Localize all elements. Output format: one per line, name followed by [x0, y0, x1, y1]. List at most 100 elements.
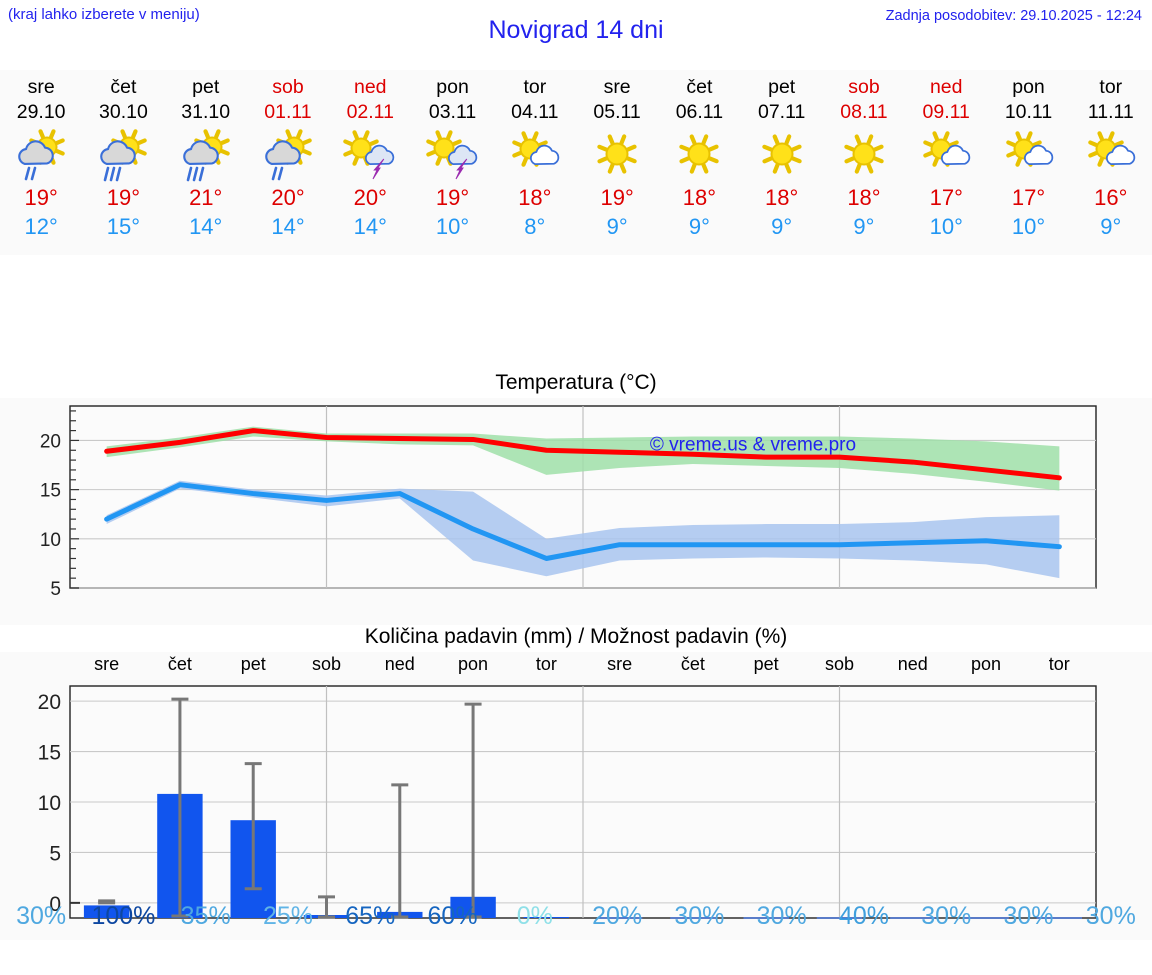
max-temperature: 20°: [353, 185, 387, 210]
precip-day-label: sre: [94, 654, 120, 674]
svg-text:5: 5: [50, 579, 61, 600]
day-column[interactable]: ned 09.11 17° 10°: [905, 70, 987, 255]
day-date: 02.11: [346, 101, 394, 123]
min-temperature: 9°: [771, 214, 793, 239]
day-column[interactable]: sre 05.11 19° 9°: [576, 70, 658, 255]
min-temperature: 10°: [1011, 214, 1046, 239]
day-column[interactable]: pon 03.11 19° 10°: [411, 70, 493, 255]
precipitation-chart-title: Količina padavin (mm) / Možnost padavin …: [0, 625, 1152, 652]
day-date: 01.11: [264, 101, 312, 123]
day-of-week: tor: [523, 76, 547, 98]
max-temperature: 20°: [271, 185, 305, 210]
max-temperature: 18°: [847, 185, 881, 210]
precip-probability: 20%: [592, 902, 643, 930]
day-date: 29.10: [16, 101, 66, 123]
precip-bar: [83, 905, 130, 918]
svg-text:20: 20: [40, 431, 61, 452]
day-date: 10.11: [1004, 101, 1053, 123]
precip-probability: 30%: [756, 902, 807, 930]
spacer: [0, 255, 1152, 370]
menu-hint-text: (kraj lahko izberete v meniju): [8, 6, 200, 23]
day-column[interactable]: sob 01.11 20° 14°: [247, 70, 329, 255]
precip-day-label: sob: [824, 654, 854, 674]
day-date: 11.11: [1087, 101, 1134, 123]
day-column[interactable]: sre 29.10 19° 12°: [0, 70, 82, 255]
daily-forecast-strip: sre 29.10 19° 12° čet 30.10 19° 15° pet 31.10 2…: [0, 70, 1152, 255]
precip-bar: [816, 917, 863, 919]
weather-icon-sun-cloud-rain: [11, 127, 71, 183]
max-temperature: 19°: [435, 185, 470, 210]
precipitation-chart-block: Količina padavin (mm) / Možnost padavin …: [0, 625, 1152, 945]
temperature-chart-block: Temperatura (°C) 5 10 15 20 © vreme.us & vre…: [0, 370, 1152, 625]
day-of-week: pon: [436, 76, 469, 98]
precip-day-label: tor: [1048, 654, 1070, 674]
weather-icon-sun-cloud-thunder: [423, 127, 483, 183]
weather-icon-sun-cloud-rain-heavy: [93, 127, 153, 183]
precip-probability: 40%: [838, 902, 889, 930]
day-column[interactable]: tor 11.11 16° 9°: [1070, 70, 1152, 255]
day-of-week: sre: [603, 76, 631, 98]
precip-probability: 30%: [1085, 902, 1136, 930]
precip-day-label: čet: [167, 654, 192, 674]
svg-text:10: 10: [40, 530, 61, 551]
day-of-week: pet: [768, 76, 796, 98]
min-temperature: 14°: [271, 214, 305, 239]
weather-icon-sun-cloud: [505, 127, 565, 183]
max-temperature: 18°: [682, 185, 717, 210]
precip-bar: [963, 917, 1009, 919]
day-of-week: ned: [929, 76, 963, 98]
day-of-week: tor: [1099, 76, 1123, 98]
weather-icon-sun-cloud: [916, 127, 976, 183]
day-column[interactable]: pon 10.11 17° 10°: [987, 70, 1069, 255]
day-of-week: sob: [272, 76, 304, 98]
min-temperature: 15°: [106, 214, 141, 239]
footer-spacer: [0, 940, 1152, 975]
min-temperature: 12°: [24, 214, 58, 239]
day-of-week: ned: [353, 76, 387, 98]
page-header: (kraj lahko izberete v meniju) Novigrad …: [0, 0, 1152, 70]
day-column[interactable]: pet 07.11 18° 9°: [741, 70, 823, 255]
weather-icon-sun: [669, 127, 729, 183]
day-column[interactable]: sob 08.11 18° 9°: [823, 70, 905, 255]
weather-icon-sun-cloud-rain-heavy: [176, 127, 236, 183]
day-date: 09.11: [922, 101, 970, 123]
min-temperature: 8°: [524, 214, 546, 239]
max-temperature: 18°: [765, 185, 799, 210]
precip-bar: [596, 917, 643, 919]
day-date: 30.10: [99, 101, 148, 123]
weather-icon-sun-cloud: [999, 127, 1059, 183]
precip-probability: 30%: [921, 902, 972, 930]
min-temperature: 9°: [688, 214, 710, 239]
weather-icon-sun-cloud-thunder: [340, 127, 400, 183]
day-column[interactable]: pet 31.10 21° 14°: [165, 70, 247, 255]
min-temperature: 9°: [853, 214, 875, 239]
precip-bar: [890, 917, 936, 919]
min-temperature: 10°: [929, 214, 963, 239]
day-column[interactable]: ned 02.11 20° 14°: [329, 70, 411, 255]
precip-probability: 30%: [674, 902, 725, 930]
svg-text:© vreme.us & vreme.pro: © vreme.us & vreme.pro: [650, 434, 856, 455]
precip-day-label: pon: [458, 654, 489, 674]
min-temperature: 10°: [435, 214, 470, 239]
precip-day-label: sre: [607, 654, 633, 674]
day-of-week: sre: [27, 76, 55, 98]
day-of-week: čet: [686, 76, 713, 98]
precip-bar: [523, 917, 569, 918]
svg-text:10: 10: [38, 792, 61, 815]
max-temperature: 16°: [1094, 185, 1128, 210]
weather-icon-sun: [587, 127, 647, 183]
precip-bar: [670, 917, 716, 919]
precip-probability: 30%: [16, 902, 67, 930]
min-temperature: 9°: [1100, 214, 1122, 239]
min-temperature: 14°: [353, 214, 387, 239]
day-column[interactable]: tor 04.11 18° 8°: [494, 70, 576, 255]
svg-text:0: 0: [49, 893, 61, 916]
weather-icon-sun: [752, 127, 812, 183]
precip-day-label: pon: [970, 654, 1002, 674]
day-column[interactable]: čet 30.10 19° 15°: [82, 70, 164, 255]
temperature-chart: 5 10 15 20 © vreme.us & vreme.pro: [40, 405, 1097, 600]
precip-probability: 35%: [180, 902, 231, 930]
precip-day-label: tor: [535, 654, 557, 674]
day-column[interactable]: čet 06.11 18° 9°: [658, 70, 740, 255]
precip-day-label: čet: [680, 654, 705, 674]
